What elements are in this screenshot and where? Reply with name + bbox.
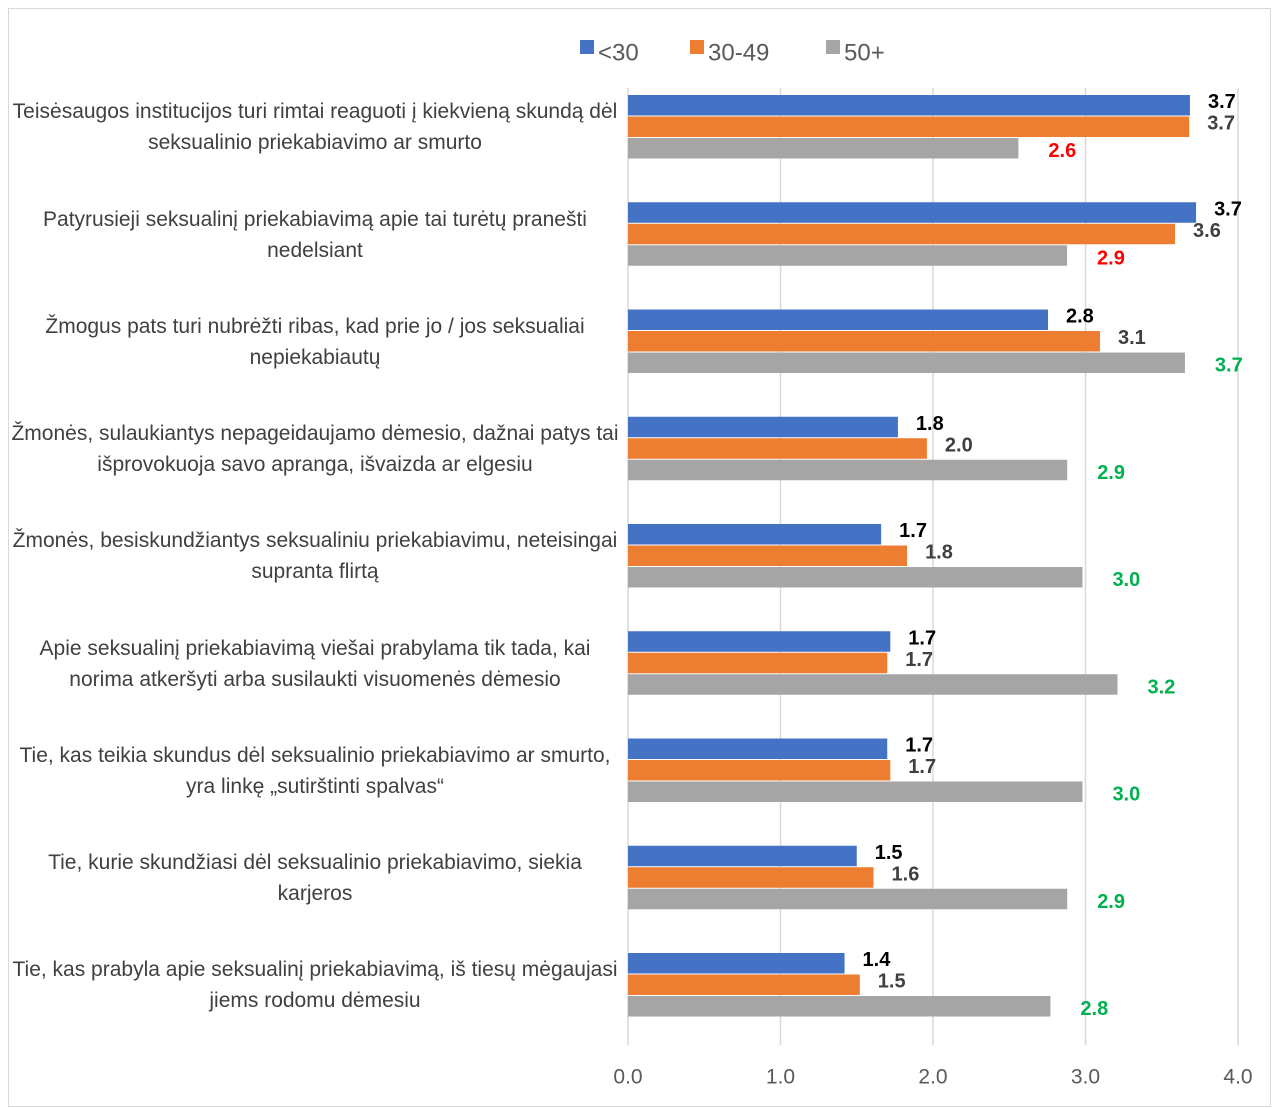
bar [628, 674, 1118, 695]
bar [628, 116, 1190, 137]
legend-label: <30 [598, 39, 639, 66]
value-label: 3.7 [1215, 355, 1243, 377]
bar [628, 545, 908, 566]
value-label: 3.2 [1148, 676, 1176, 698]
value-label: 1.7 [908, 756, 936, 778]
value-label: 2.8 [1066, 306, 1094, 328]
value-label: 1.5 [875, 842, 903, 864]
bar [628, 331, 1100, 352]
category-label: Žmogus pats turi nubrėžti ribas, kad pri… [45, 314, 585, 369]
value-label: 1.4 [863, 949, 892, 971]
bar [628, 953, 845, 974]
value-label: 3.7 [1207, 113, 1235, 135]
value-label: 2.9 [1097, 247, 1125, 269]
x-tick-label: 3.0 [1071, 1066, 1100, 1089]
chart-border [8, 8, 1271, 1107]
bar [628, 738, 888, 759]
category-label: Tie, kurie skundžiasi dėl seksualinio pr… [48, 851, 582, 905]
value-label: 2.8 [1080, 998, 1108, 1020]
value-label: 3.0 [1112, 784, 1140, 806]
legend-swatch [580, 40, 594, 54]
value-label: 1.7 [899, 520, 927, 542]
category-label: Teisėsaugos institucijos turi rimtai rea… [12, 100, 618, 155]
bar [628, 309, 1048, 330]
bar [628, 996, 1051, 1017]
x-tick-label: 2.0 [918, 1066, 947, 1089]
bar [628, 438, 927, 459]
legend-label: 30-49 [708, 39, 769, 66]
bar [628, 352, 1185, 373]
legend-label: 50+ [844, 39, 885, 66]
category-label: Apie seksualinį priekabiavimą viešai pra… [39, 636, 591, 691]
legend-swatch [826, 40, 840, 54]
category-label: Tie, kas teikia skundus dėl seksualinio … [19, 743, 611, 798]
value-label: 3.7 [1208, 91, 1236, 113]
bar [628, 867, 874, 888]
bar [628, 138, 1019, 159]
bar [628, 524, 882, 545]
value-label: 1.5 [878, 971, 906, 993]
bar [628, 223, 1176, 245]
bar [628, 459, 1068, 481]
bar [628, 652, 888, 674]
value-label: 3.1 [1118, 327, 1146, 349]
bar [628, 781, 1083, 802]
category-label: Tie, kas prabyla apie seksualinį priekab… [12, 958, 618, 1013]
bar [628, 202, 1197, 223]
value-label: 1.7 [908, 627, 936, 649]
category-label: Žmonės, besiskundžiantys seksualiniu pri… [12, 529, 618, 584]
value-label: 2.9 [1097, 462, 1125, 484]
bar [628, 245, 1068, 266]
value-label: 1.8 [925, 542, 953, 564]
bar [628, 888, 1068, 910]
x-tick-label: 1.0 [766, 1066, 795, 1089]
value-label: 1.7 [905, 735, 933, 757]
value-label: 1.8 [916, 413, 944, 435]
legend-swatch [690, 40, 704, 54]
value-label: 2.6 [1048, 140, 1076, 162]
value-label: 2.9 [1097, 891, 1125, 913]
bar [628, 95, 1190, 116]
value-label: 2.0 [945, 434, 973, 456]
value-label: 3.6 [1193, 220, 1221, 242]
bar [628, 974, 860, 995]
bar [628, 760, 891, 781]
x-tick-label: 4.0 [1223, 1066, 1252, 1089]
category-label: Žmonės, sulaukiantys nepageidaujamo dėme… [11, 422, 619, 476]
value-label: 1.6 [892, 863, 920, 885]
bar [628, 631, 891, 652]
category-label: Patyrusieji seksualinį priekabiavimą api… [43, 207, 587, 262]
bar [628, 416, 898, 438]
x-tick-label: 0.0 [613, 1066, 642, 1089]
value-label: 1.7 [905, 649, 933, 671]
value-label: 3.0 [1112, 569, 1140, 591]
bar [628, 567, 1083, 588]
bar [628, 845, 857, 867]
value-label: 3.7 [1214, 198, 1242, 220]
